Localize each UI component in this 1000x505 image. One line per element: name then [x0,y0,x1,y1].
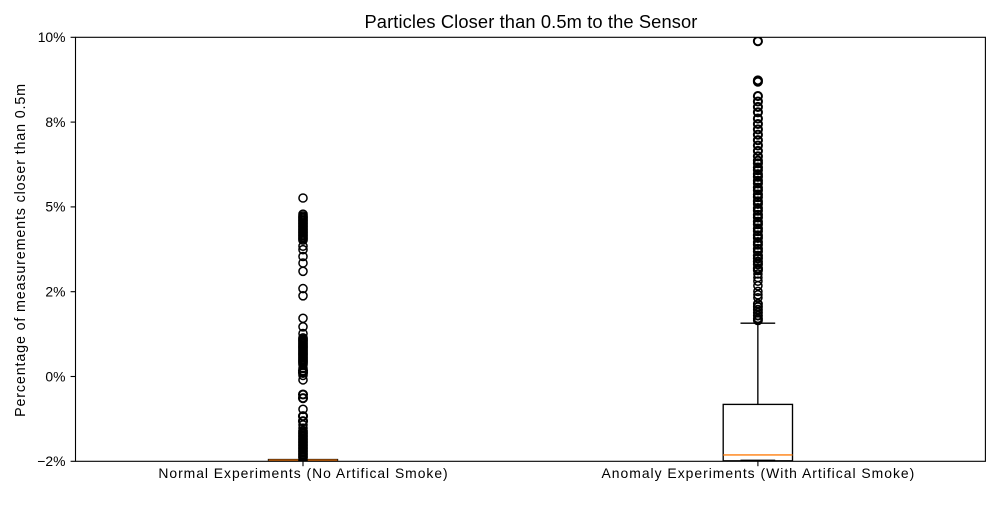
svg-text:5%: 5% [45,199,65,215]
svg-text:Percentage of measurements clo: Percentage of measurements closer than 0… [13,83,29,417]
svg-text:Particles Closer than 0.5m to: Particles Closer than 0.5m to the Sensor [364,11,697,32]
svg-text:10%: 10% [38,29,66,45]
svg-text:0%: 0% [45,368,65,384]
svg-text:Anomaly Experiments (With Arti: Anomaly Experiments (With Artifical Smok… [602,465,916,481]
svg-text:−2%: −2% [37,453,65,469]
svg-text:8%: 8% [45,114,65,130]
svg-text:Normal Experiments (No Artific: Normal Experiments (No Artifical Smoke) [158,465,448,481]
svg-text:2%: 2% [45,284,65,300]
